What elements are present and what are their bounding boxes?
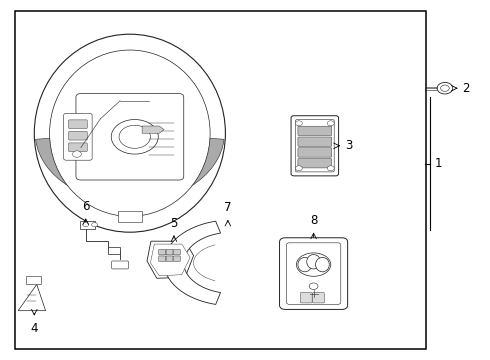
- Polygon shape: [147, 241, 194, 278]
- FancyBboxPatch shape: [279, 238, 348, 309]
- Wedge shape: [75, 65, 116, 85]
- Circle shape: [295, 166, 302, 171]
- Polygon shape: [142, 126, 164, 133]
- FancyBboxPatch shape: [298, 137, 332, 147]
- FancyBboxPatch shape: [291, 116, 339, 176]
- FancyBboxPatch shape: [69, 120, 87, 129]
- Text: 7: 7: [224, 201, 232, 214]
- Ellipse shape: [307, 255, 320, 269]
- Text: 4: 4: [30, 322, 38, 335]
- Text: 1: 1: [435, 157, 442, 170]
- FancyBboxPatch shape: [166, 249, 173, 255]
- Circle shape: [441, 85, 449, 91]
- FancyBboxPatch shape: [76, 94, 184, 180]
- Ellipse shape: [34, 34, 225, 232]
- Ellipse shape: [296, 253, 331, 276]
- Bar: [15, 11, 426, 349]
- Polygon shape: [150, 244, 190, 276]
- Ellipse shape: [316, 257, 329, 272]
- FancyBboxPatch shape: [112, 261, 128, 269]
- Text: 2: 2: [463, 82, 470, 95]
- Circle shape: [111, 120, 158, 154]
- Wedge shape: [175, 138, 224, 186]
- FancyBboxPatch shape: [173, 249, 180, 255]
- Wedge shape: [36, 138, 85, 186]
- FancyBboxPatch shape: [298, 148, 332, 157]
- FancyBboxPatch shape: [173, 256, 180, 261]
- Ellipse shape: [49, 50, 210, 216]
- Text: 8: 8: [310, 214, 318, 227]
- Circle shape: [73, 151, 81, 157]
- FancyBboxPatch shape: [69, 143, 87, 152]
- Circle shape: [92, 222, 98, 227]
- FancyBboxPatch shape: [80, 221, 95, 229]
- Wedge shape: [144, 65, 184, 85]
- Ellipse shape: [298, 257, 312, 272]
- FancyBboxPatch shape: [300, 292, 312, 303]
- FancyBboxPatch shape: [166, 256, 173, 261]
- FancyBboxPatch shape: [69, 131, 87, 140]
- FancyBboxPatch shape: [108, 247, 120, 254]
- Circle shape: [327, 166, 334, 171]
- Circle shape: [119, 125, 150, 148]
- Text: 6: 6: [82, 200, 90, 213]
- Circle shape: [295, 121, 302, 126]
- FancyBboxPatch shape: [64, 113, 92, 160]
- Text: 5: 5: [170, 217, 178, 230]
- FancyBboxPatch shape: [159, 249, 166, 255]
- Text: 3: 3: [345, 139, 352, 152]
- Polygon shape: [18, 284, 46, 311]
- Circle shape: [83, 222, 89, 227]
- Circle shape: [437, 82, 453, 94]
- FancyBboxPatch shape: [26, 276, 41, 284]
- FancyBboxPatch shape: [286, 243, 341, 305]
- Circle shape: [309, 283, 318, 289]
- FancyBboxPatch shape: [298, 158, 332, 168]
- Polygon shape: [164, 221, 220, 305]
- FancyBboxPatch shape: [295, 120, 334, 172]
- FancyBboxPatch shape: [118, 211, 142, 222]
- Circle shape: [327, 121, 334, 126]
- FancyBboxPatch shape: [159, 256, 166, 261]
- FancyBboxPatch shape: [298, 126, 332, 136]
- FancyBboxPatch shape: [313, 292, 324, 303]
